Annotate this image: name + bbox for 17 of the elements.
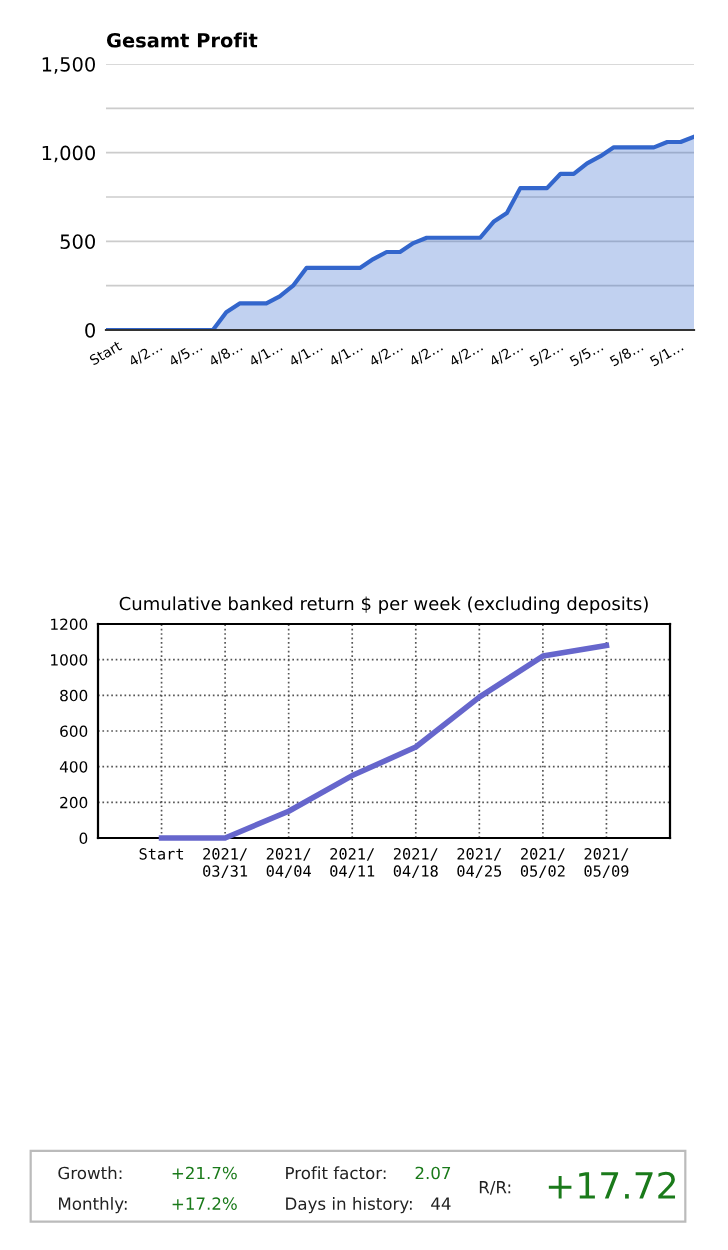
text: Growth: bbox=[58, 1166, 122, 1180]
chart-title: Gesamt Profit bbox=[106, 32, 258, 48]
y-tick-label: 1,000 bbox=[42, 145, 95, 163]
text: +17.72 bbox=[548, 1171, 676, 1199]
line-series bbox=[158, 642, 610, 841]
text: Profit factor: bbox=[286, 1166, 386, 1180]
text: +17.2% bbox=[172, 1197, 237, 1210]
chart-title: Cumulative banked return $ per week (excluding deposits) bbox=[119, 596, 648, 614]
text: 44 bbox=[431, 1197, 451, 1210]
y-tick-label: 1,500 bbox=[42, 56, 95, 74]
y-tick-label: 500 bbox=[60, 234, 95, 249]
text: Monthly: bbox=[59, 1197, 127, 1214]
text: Days in history: bbox=[286, 1197, 412, 1214]
text: +21.7% bbox=[172, 1166, 237, 1180]
y-tick-label: 0 bbox=[85, 322, 95, 338]
text: R/R: bbox=[479, 1181, 511, 1195]
text: 2.07 bbox=[415, 1166, 451, 1180]
